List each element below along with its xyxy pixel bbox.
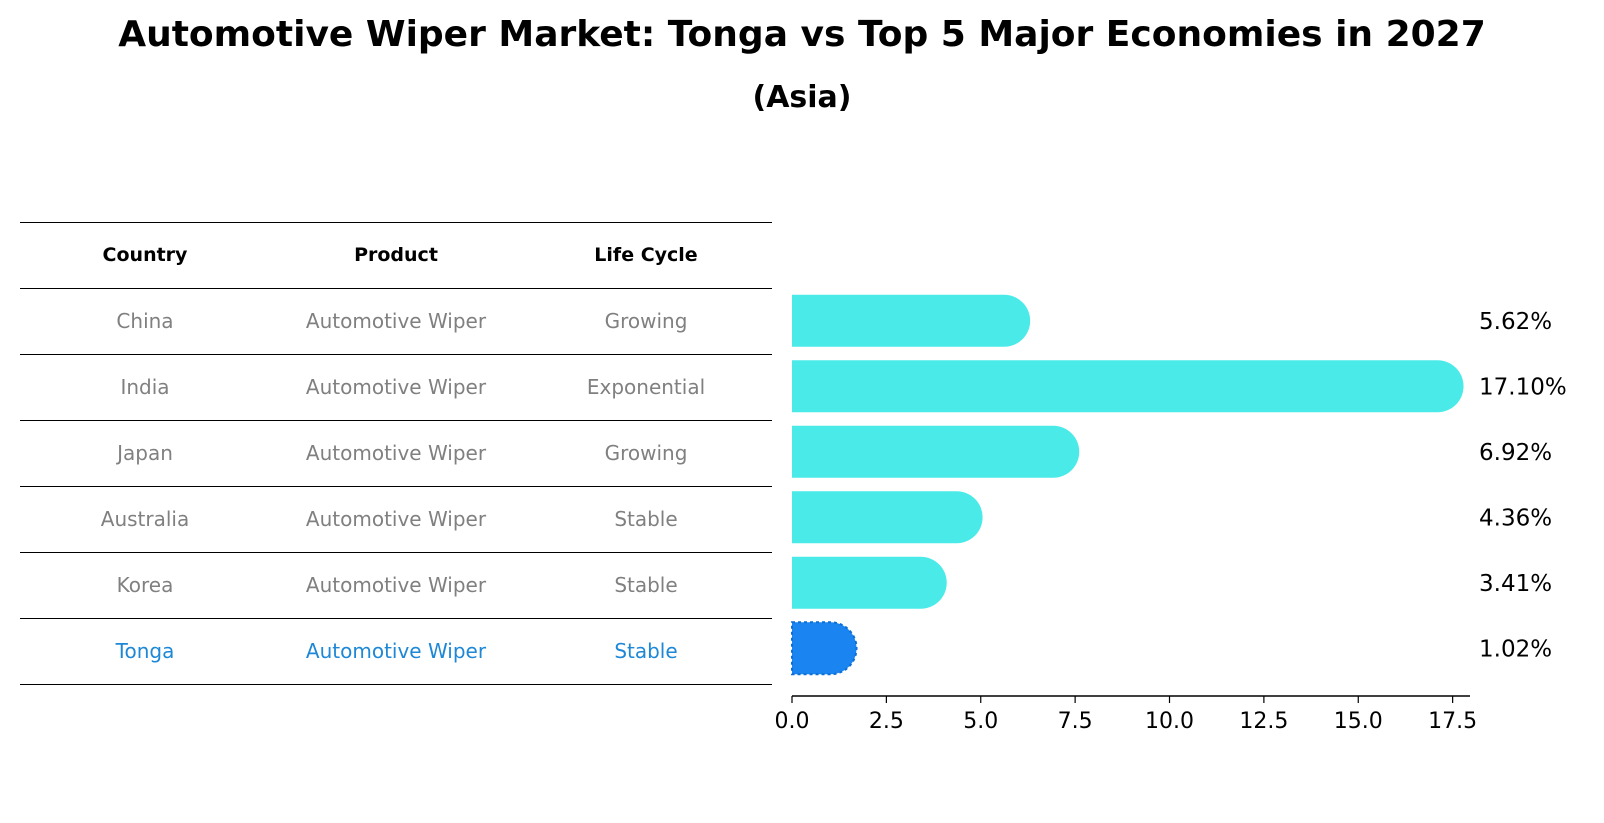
bar-india	[792, 360, 1464, 413]
bar-value-label: 17.10%	[1479, 374, 1567, 400]
table-header-life-cycle: Life Cycle	[594, 244, 698, 266]
x-tick-label: 5.0	[963, 709, 998, 734]
table-rule	[20, 552, 772, 553]
bar-tonga	[791, 621, 858, 676]
table-cell-country: India	[120, 375, 170, 399]
x-tick-label: 2.5	[869, 709, 904, 734]
table-cell-life-cycle: Growing	[604, 309, 688, 333]
x-tick-label: 10.0	[1145, 709, 1194, 734]
table-cell-product: Automotive Wiper	[305, 573, 487, 597]
table-cell-product: Automotive Wiper	[305, 441, 487, 465]
table-rule	[20, 354, 772, 355]
bar-value-label: 1.02%	[1479, 636, 1552, 662]
table-cell-country: Korea	[116, 573, 174, 597]
table-cell-life-cycle: Stable	[614, 639, 678, 663]
x-tick-label: 17.5	[1428, 709, 1477, 734]
chart-subtitle: (Asia)	[752, 80, 852, 115]
bar-australia	[792, 491, 983, 544]
table-cell-product: Automotive Wiper	[305, 639, 487, 663]
table-cell-country: China	[116, 309, 174, 333]
bar-value-label: 3.41%	[1479, 571, 1552, 597]
bar-korea	[792, 556, 947, 609]
table-cell-country: Australia	[100, 507, 190, 531]
table-cell-country: Japan	[117, 441, 173, 465]
x-tick-label: 7.5	[1058, 709, 1093, 734]
table-rule	[20, 618, 772, 619]
x-tick-label: 12.5	[1239, 709, 1288, 734]
bar-value-label: 6.92%	[1479, 440, 1552, 466]
x-tick-label: 0.0	[775, 709, 810, 734]
table-rule	[20, 222, 772, 223]
table-cell-product: Automotive Wiper	[305, 309, 487, 333]
table-header-product: Product	[354, 244, 438, 266]
table-cell-life-cycle: Growing	[604, 441, 688, 465]
table-rule	[20, 288, 772, 289]
bar-value-label: 5.62%	[1479, 309, 1552, 335]
table-rule	[20, 486, 772, 487]
table-header-country: Country	[102, 244, 188, 266]
table-cell-country: Tonga	[115, 639, 175, 663]
bar-china	[792, 294, 1031, 347]
table-cell-product: Automotive Wiper	[305, 375, 487, 399]
table-cell-life-cycle: Exponential	[586, 375, 706, 399]
bar-value-label: 4.36%	[1479, 505, 1552, 531]
table-cell-product: Automotive Wiper	[305, 507, 487, 531]
bar-japan	[792, 425, 1080, 478]
table-rule	[20, 420, 772, 421]
table-rule	[20, 684, 772, 685]
table-cell-life-cycle: Stable	[614, 573, 678, 597]
chart-title: Automotive Wiper Market: Tonga vs Top 5 …	[118, 14, 1486, 55]
table-cell-life-cycle: Stable	[614, 507, 678, 531]
x-tick-label: 15.0	[1334, 709, 1383, 734]
